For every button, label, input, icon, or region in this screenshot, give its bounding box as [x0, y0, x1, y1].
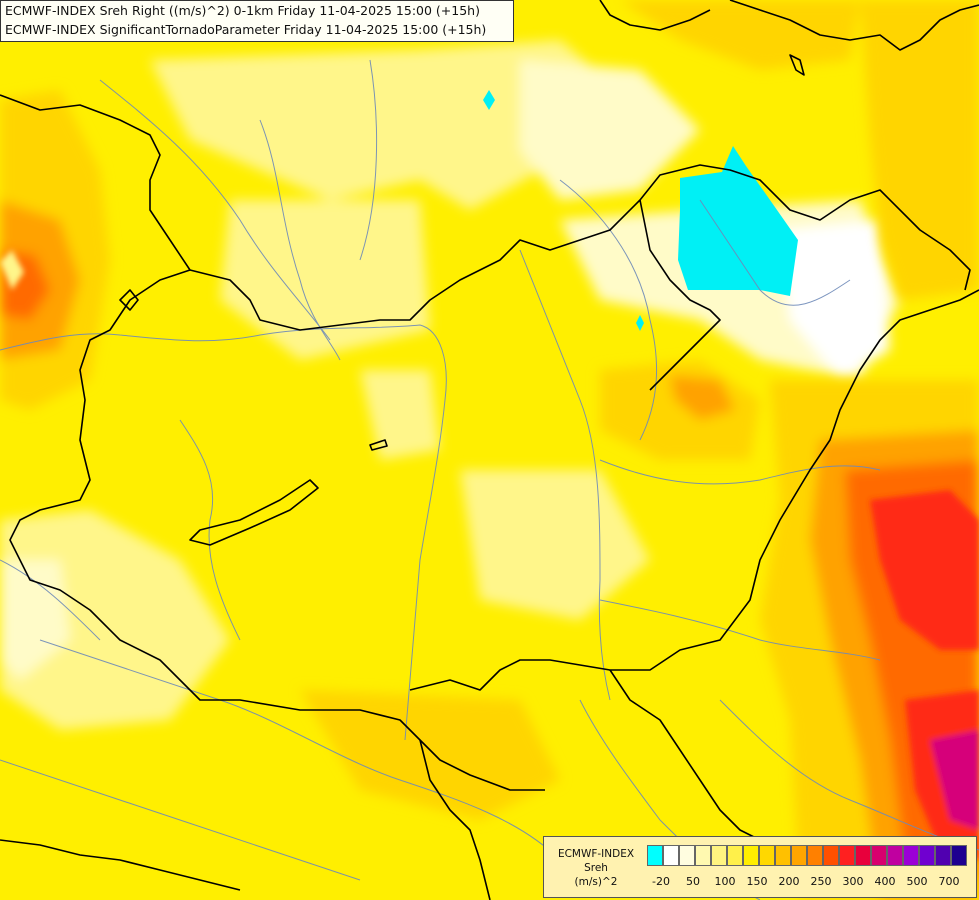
- field-light-north: [150, 40, 620, 210]
- river-mures: [599, 599, 881, 661]
- legend-swatch: [695, 845, 711, 866]
- legend-swatch: [823, 845, 839, 866]
- border-east: [409, 289, 979, 691]
- lake-north: [789, 54, 805, 76]
- legend-tick-label: -20: [652, 875, 670, 888]
- field-light-center: [460, 470, 650, 620]
- legend-swatch: [903, 845, 919, 866]
- field-cyan-spot-center: [636, 315, 644, 331]
- field-gold-north: [620, 0, 860, 70]
- river-north-3: [359, 59, 378, 261]
- legend-tick-label: 50: [686, 875, 700, 888]
- field-pale-west: [0, 560, 70, 680]
- field-pale-north: [520, 60, 700, 200]
- lake-balaton: [189, 479, 319, 546]
- river-east-1: [699, 199, 851, 306]
- legend-swatch: [871, 845, 887, 866]
- legend-swatch: [807, 845, 823, 866]
- legend-swatch: [727, 845, 743, 866]
- map-title-box: ECMWF-INDEX Sreh Right ((m/s)^2) 0-1km F…: [0, 0, 514, 42]
- legend-swatch: [647, 845, 663, 866]
- legend-tick-label: 100: [714, 875, 736, 888]
- lake-neusiedl: [119, 289, 139, 311]
- legend-swatch: [951, 845, 967, 866]
- legend-tick-label: 700: [938, 875, 960, 888]
- border-northeast: [729, 0, 979, 51]
- field-gold-northeast: [860, 0, 979, 300]
- legend-swatch: [711, 845, 727, 866]
- legend-swatch: [759, 845, 775, 866]
- field-magenta-southeast: [930, 730, 979, 830]
- river-west: [0, 559, 101, 641]
- river-sava: [0, 759, 361, 881]
- border-north-top: [599, 0, 711, 31]
- river-drava: [39, 639, 561, 861]
- field-orange-east-center: [670, 375, 735, 420]
- legend-swatch: [663, 845, 679, 866]
- river-north-1: [99, 79, 331, 341]
- border-southwest: [9, 269, 545, 791]
- field-red-east: [870, 490, 979, 650]
- legend-tick-label: 400: [874, 875, 896, 888]
- border-south-1: [419, 739, 491, 900]
- field-cyan-negative: [678, 146, 798, 296]
- legend-swatch: [855, 845, 871, 866]
- field-cyan-spot-north: [483, 90, 495, 110]
- river-zala: [179, 419, 241, 641]
- legend-swatch: [839, 845, 855, 866]
- river-tisza: [519, 249, 611, 701]
- legend-tick-label: 150: [746, 875, 768, 888]
- river-danube: [0, 324, 447, 741]
- border-inner-ne: [639, 199, 721, 391]
- border-north: [0, 94, 971, 331]
- legend-swatch: [887, 845, 903, 866]
- field-spot-west: [0, 250, 24, 290]
- map-title-line-2: ECMWF-INDEX SignificantTornadoParameter …: [5, 22, 487, 37]
- river-koros: [599, 459, 881, 485]
- field-white-northeast: [780, 220, 890, 380]
- legend-swatch: [743, 845, 759, 866]
- legend-tick-label: 500: [906, 875, 928, 888]
- legend-swatches: [647, 845, 967, 866]
- legend-swatch: [679, 845, 695, 866]
- legend-swatch: [935, 845, 951, 866]
- legend-tick-label: 300: [842, 875, 864, 888]
- map-title-line-1: ECMWF-INDEX Sreh Right ((m/s)^2) 0-1km F…: [5, 3, 480, 18]
- legend-variable: Sreh: [584, 862, 608, 874]
- legend-swatch: [775, 845, 791, 866]
- legend-swatch: [791, 845, 807, 866]
- river-north-2: [259, 119, 341, 361]
- color-legend: ECMWF-INDEX Sreh (m/s)^2 -20 50 100 150 200 2…: [543, 836, 977, 898]
- legend-tick-label: 250: [810, 875, 832, 888]
- legend-unit: (m/s)^2: [574, 876, 618, 888]
- lake-spot: [369, 439, 388, 451]
- border-southwest-2: [0, 839, 241, 891]
- legend-title: ECMWF-INDEX: [557, 848, 635, 860]
- legend-ticks: -20 50 100 150 200 250 300 400 500 700: [647, 875, 977, 889]
- legend-tick-label: 200: [778, 875, 800, 888]
- field-gold-south: [300, 690, 560, 820]
- legend-swatch: [919, 845, 935, 866]
- river-northeast: [559, 179, 658, 441]
- field-light-spot: [360, 370, 440, 460]
- legend-title-block: ECMWF-INDEX Sreh (m/s)^2: [548, 847, 644, 889]
